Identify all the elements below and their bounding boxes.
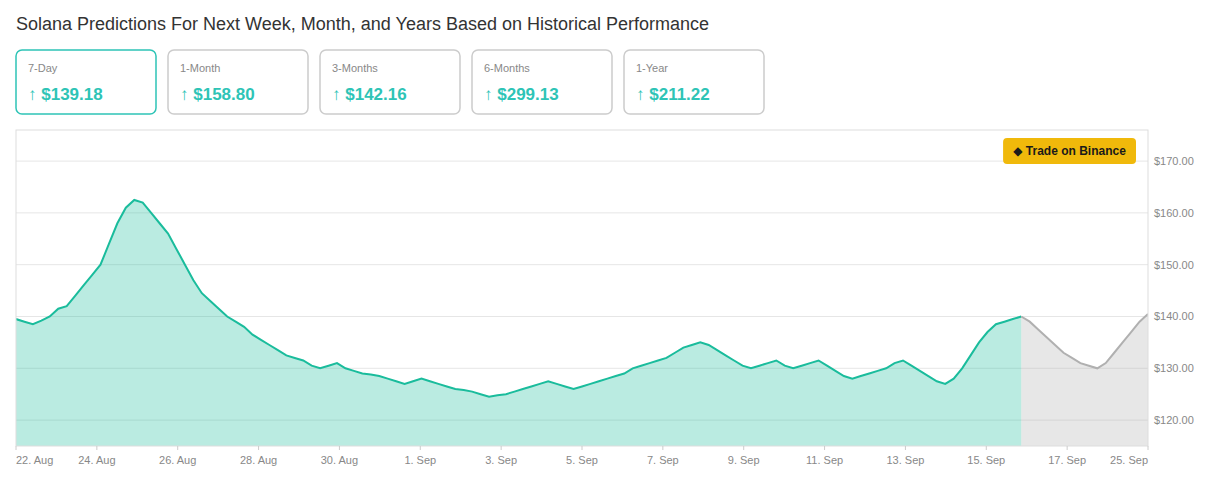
prediction-box (16, 50, 156, 114)
chart-root: Solana Predictions For Next Week, Month,… (0, 0, 1224, 484)
title: Solana Predictions For Next Week, Month,… (16, 14, 709, 34)
y-tick-label: $150.00 (1154, 259, 1194, 271)
grid-line (16, 161, 1148, 162)
x-tick (16, 446, 17, 450)
prediction-value: ↑ $211.22 (636, 85, 710, 104)
x-tick-label: 11. Sep (806, 454, 843, 466)
series-line (16, 200, 1021, 397)
prediction-box (320, 50, 460, 114)
prediction-value: ↑ $299.13 (484, 85, 559, 104)
x-tick (339, 446, 340, 450)
prediction-label: 1-Year (636, 62, 668, 74)
x-tick (177, 446, 178, 450)
button-text: ◆ Trade on Binance (1013, 144, 1126, 158)
grid-line (16, 212, 1148, 213)
y-tick-label: $130.00 (1154, 362, 1194, 374)
series-line (1021, 314, 1148, 368)
x-tick-label: 7. Sep (647, 454, 679, 466)
prediction-value: ↑ $142.16 (332, 85, 407, 104)
plot-area (16, 200, 1148, 446)
y-tick-label: $160.00 (1154, 207, 1194, 219)
plot-frame (16, 130, 1148, 446)
prediction-label: 6-Months (484, 62, 530, 74)
x-tick (824, 446, 825, 450)
button-background (1003, 138, 1136, 164)
x-tick (743, 446, 744, 450)
x-tick-label: 3. Sep (485, 454, 517, 466)
prediction-label: 1-Month (180, 62, 220, 74)
x-tick-label: 15. Sep (967, 454, 1005, 466)
y-tick-label: $170.00 (1154, 155, 1194, 167)
x-tick-label: 9. Sep (728, 454, 760, 466)
x-tick-label: 26. Aug (159, 454, 196, 466)
x-tick-label: 13. Sep (886, 454, 924, 466)
x-tick (96, 446, 97, 450)
x-tick (501, 446, 502, 450)
x-tick (1067, 446, 1068, 450)
x-tick (420, 446, 421, 450)
x-tick-label: 25. Sep (1110, 454, 1148, 466)
x-tick (986, 446, 987, 450)
x-tick (662, 446, 663, 450)
x-tick (258, 446, 259, 450)
prediction-box (624, 50, 764, 114)
x-tick-label: 30. Aug (321, 454, 358, 466)
prediction-value: ↑ $139.18 (28, 85, 103, 104)
x-tick-label: 17. Sep (1048, 454, 1086, 466)
y-tick-label: $140.00 (1154, 310, 1194, 322)
x-tick (1148, 446, 1149, 450)
binance-button: ◆ Trade on Binance (1003, 138, 1136, 164)
prediction-label: 3-Months (332, 62, 378, 74)
y-tick-label: $120.00 (1154, 414, 1194, 426)
prediction-label: 7-Day (28, 62, 58, 74)
x-tick-label: 1. Sep (404, 454, 436, 466)
prediction-box (472, 50, 612, 114)
area-fill (1021, 314, 1148, 446)
x-tick (582, 446, 583, 450)
area-fill (16, 200, 1021, 446)
x-tick-label: 24. Aug (78, 454, 115, 466)
x-tick (905, 446, 906, 450)
prediction-value: ↑ $158.80 (180, 85, 255, 104)
prediction-box (168, 50, 308, 114)
x-tick-label: 5. Sep (566, 454, 598, 466)
x-tick-label: 22. Aug (16, 454, 53, 466)
x-tick-label: 28. Aug (240, 454, 277, 466)
